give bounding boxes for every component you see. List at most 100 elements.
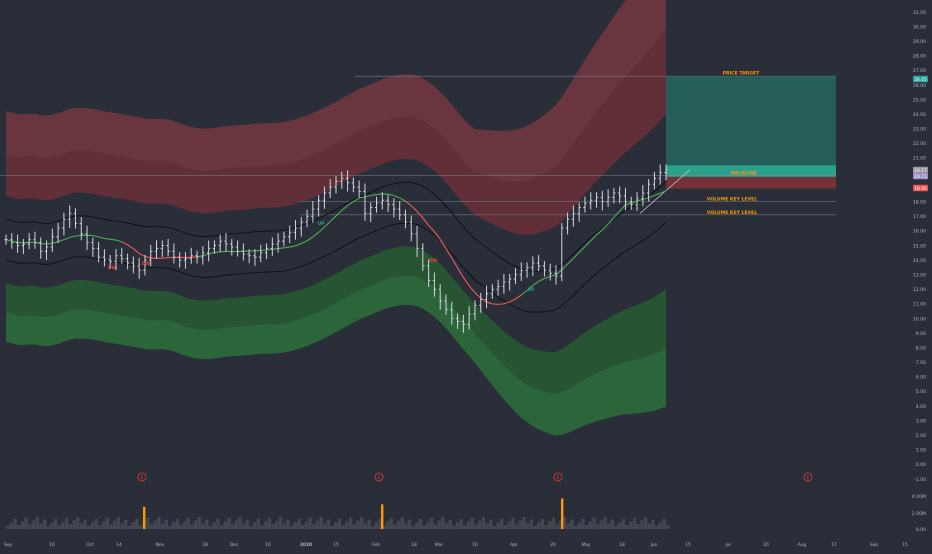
volume-bar: [408, 520, 411, 529]
volume-bar: [548, 522, 551, 530]
volume-bar: [209, 526, 212, 529]
volume-bar: [441, 517, 444, 529]
volume-bar: [596, 524, 599, 529]
volume-bar: [625, 525, 628, 529]
volume-spike-bar: [143, 507, 145, 529]
volume-bar: [474, 524, 477, 529]
volume-bar: [249, 526, 252, 529]
volume-bar: [327, 520, 330, 529]
volume-bar: [592, 518, 595, 529]
time-tick-label: Sep: [870, 542, 878, 548]
volume-bar: [47, 526, 50, 529]
volume-bar: [401, 517, 404, 529]
time-tick-label: 15: [685, 542, 691, 548]
volume-bar: [283, 523, 286, 529]
volume-bar: [423, 525, 426, 529]
volume-bar: [448, 520, 451, 529]
volume-bar: [54, 519, 57, 529]
volume-bar: [412, 526, 415, 529]
price-tick-label: 8.00: [916, 345, 926, 351]
volume-bar: [227, 518, 230, 529]
volume-bar: [334, 522, 337, 529]
volume-bar: [216, 519, 219, 529]
volume-bar: [323, 523, 326, 529]
volume-bar: [61, 522, 64, 530]
time-tick-label: 16: [265, 542, 271, 548]
volume-bar: [485, 523, 488, 529]
price-tick-label: 22.00: [913, 141, 926, 147]
volume-bar: [375, 522, 378, 529]
volume-bar: [72, 521, 75, 529]
volume-bar: [279, 517, 282, 529]
time-tick-label: 14: [116, 542, 122, 548]
volume-bar: [526, 523, 529, 529]
volume-bar: [198, 517, 201, 529]
volume-bar: [43, 520, 46, 529]
volume-bar: [489, 520, 492, 529]
volume-bar: [437, 521, 440, 529]
price-target-zone: [666, 76, 836, 165]
price-tick-label: 6.00: [916, 375, 926, 381]
volume-bar: [342, 525, 345, 529]
volume-bar: [157, 517, 160, 529]
trend-ma-segment: [110, 239, 116, 240]
price-tick-label: 12.00: [913, 287, 926, 293]
volume-bar: [651, 520, 654, 529]
volume-bar: [541, 519, 544, 529]
trend-ma-segment: [23, 242, 29, 243]
volume-bar: [519, 521, 522, 529]
price-tick-label: 5.00: [916, 389, 926, 395]
trend-ma-segment: [377, 194, 383, 195]
time-tick-label: Dec: [230, 542, 239, 548]
volume-bar: [614, 526, 617, 529]
time-tick-label: 20: [550, 542, 556, 548]
time-tick-label: 2020: [300, 542, 312, 548]
volume-bar: [297, 519, 300, 529]
volume-bar: [644, 517, 647, 529]
time-tick-label: May: [581, 542, 590, 548]
price-tick-label: 1.00: [916, 448, 926, 454]
volume-bar: [35, 517, 38, 529]
volume-bar: [426, 522, 429, 530]
volume-bar: [102, 522, 105, 530]
volume-bar: [98, 525, 101, 529]
volume-bar: [570, 520, 573, 529]
price-tick-label: 21.00: [913, 156, 926, 162]
volume-bar: [94, 519, 97, 529]
volume-bar: [330, 526, 333, 529]
time-tick-label: 18: [202, 542, 208, 548]
price-tick-label: 23.00: [913, 127, 926, 133]
time-tick-label: Apr: [510, 542, 518, 548]
volume-bar: [640, 521, 643, 529]
volume-bar: [511, 518, 514, 529]
price-tick-label: 4.00: [916, 404, 926, 410]
volume-bar: [183, 522, 186, 530]
trend-ma-segment: [75, 235, 81, 236]
volume-spike-bar: [561, 498, 563, 529]
volume-spike-bar: [381, 504, 383, 529]
price-tick-label: 29.00: [913, 39, 926, 45]
volume-bar: [364, 523, 367, 529]
time-tick-label: 15: [902, 542, 908, 548]
volume-bar: [530, 520, 533, 529]
volume-bar: [319, 517, 322, 529]
volume-bar: [205, 520, 208, 529]
volume-bar: [662, 519, 665, 529]
volume-bar: [648, 523, 651, 529]
volume-bar: [168, 526, 171, 529]
volume-bar: [268, 518, 271, 529]
volume-bar: [555, 524, 558, 529]
volume-bar: [500, 519, 503, 529]
trend-ma-segment: [272, 249, 278, 250]
time-tick-label: Oct: [86, 542, 94, 548]
volume-bar: [28, 524, 31, 529]
volume-bar: [507, 522, 510, 530]
volume-bar: [637, 524, 640, 529]
volume-bar: [165, 520, 168, 529]
volume-bar: [353, 524, 356, 529]
volume-bar: [515, 524, 518, 529]
volume-bar: [6, 526, 9, 529]
volume-bar: [179, 525, 182, 529]
